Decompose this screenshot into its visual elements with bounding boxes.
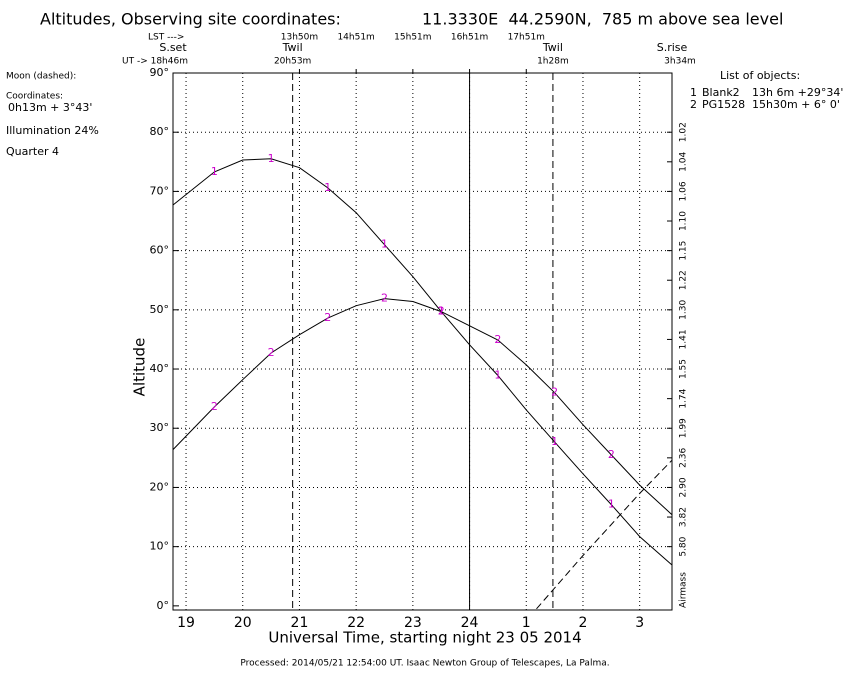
moon-info: 0h13m + 3°43' [8, 101, 92, 114]
lst-tick-label: 17h51m [508, 33, 545, 43]
y-tick-label: 0° [157, 599, 170, 612]
y-tick-label: 40° [150, 362, 170, 375]
object-coords: 13h 6m +29°34' [752, 86, 843, 99]
curve-label: 1 [324, 181, 331, 194]
y2-tick-label: 1.99 [679, 418, 689, 438]
object-name: Blank2 [702, 86, 740, 99]
lst-arrow: LST ---> [148, 33, 184, 43]
site: 11.3330E 44.2590N, 785 m above sea level [422, 10, 783, 29]
plot-frame [172, 72, 673, 611]
x-tick-label: 19 [177, 615, 195, 631]
event-time: 1h28m [537, 57, 569, 67]
lst-tick-label: 16h51m [451, 33, 488, 43]
sunrise-label: S.rise [657, 41, 688, 54]
event-label: Twil [542, 41, 563, 54]
y-axis-label: Altitude [131, 338, 149, 397]
curve-label: 2 [551, 386, 558, 399]
y-tick-label: 20° [150, 480, 170, 493]
lst-tick-label: 13h50m [281, 33, 318, 43]
y-tick-label: 90° [150, 66, 170, 79]
x-tick-label: 1 [522, 615, 531, 631]
x-tick-label: 23 [404, 615, 422, 631]
sunset-label: S.set [159, 41, 187, 54]
event-time: 20h53m [274, 57, 311, 67]
chart-title: Altitudes, Observing site coordinates: [40, 10, 341, 29]
objects-title: List of objects: [720, 69, 800, 82]
x-tick-label: 20 [234, 615, 252, 631]
y2-tick-label: 1.74 [679, 388, 689, 408]
lst-tick-label: 14h51m [337, 33, 374, 43]
curve-label: 1 [494, 369, 501, 382]
x-tick-label: 3 [635, 615, 644, 631]
curve-label: 2 [608, 448, 615, 461]
y2-tick-label: 1.55 [679, 359, 689, 379]
curve-label: 2 [438, 305, 445, 318]
altitude-curve [172, 298, 673, 516]
moon-curve [536, 459, 673, 610]
object-name: PG1528 [702, 98, 745, 111]
x-tick-label: 2 [579, 615, 588, 631]
y2-tick-label: 3.82 [679, 507, 689, 527]
lst-tick-label: 15h51m [394, 33, 431, 43]
curve-label: 2 [268, 346, 275, 359]
sunset-time: UT -> 18h46m [122, 57, 188, 67]
object-label: 2 [690, 98, 697, 111]
object-label: 1 [690, 86, 697, 99]
moon-info: Illumination 24% [6, 124, 99, 137]
curve-label: 1 [608, 498, 615, 511]
y-tick-label: 30° [150, 421, 170, 434]
x-tick-label: 22 [347, 615, 365, 631]
y2-axis-label: Airmass [679, 572, 689, 608]
object-coords: 15h30m + 6° 0' [752, 98, 840, 111]
y2-tick-label: 1.04 [679, 152, 689, 172]
curve-label: 2 [324, 311, 331, 324]
x-tick-label: 24 [461, 615, 479, 631]
y-tick-label: 80° [150, 125, 170, 138]
y-tick-label: 70° [150, 184, 170, 197]
footer: Processed: 2014/05/21 12:54:00 UT. Isaac… [240, 659, 609, 669]
y2-tick-label: 1.41 [679, 329, 689, 349]
curve-label: 2 [211, 400, 218, 413]
y2-tick-label: 1.15 [679, 241, 689, 261]
x-tick-label: 21 [291, 615, 309, 631]
curve-label: 2 [494, 333, 501, 346]
y2-tick-label: 2.36 [679, 448, 689, 468]
y2-tick-label: 5.80 [679, 536, 689, 556]
x-axis-label: Universal Time, starting night 23 05 201… [268, 629, 581, 647]
moon-info: Moon (dashed): [6, 72, 76, 82]
y2-tick-label: 1.06 [679, 181, 689, 201]
y-tick-label: 50° [150, 303, 170, 316]
curve-label: 1 [268, 152, 275, 165]
y2-tick-label: 1.10 [679, 211, 689, 231]
y2-tick-label: 1.22 [679, 270, 689, 290]
altitude-curve [172, 158, 673, 566]
y2-tick-label: 2.90 [679, 477, 689, 497]
y-tick-label: 60° [150, 244, 170, 257]
curve-label: 1 [211, 165, 218, 178]
moon-info: Coordinates: [6, 92, 63, 102]
moon-info: Quarter 4 [6, 145, 59, 158]
y2-tick-label: 1.02 [679, 122, 689, 142]
y2-tick-label: 1.30 [679, 300, 689, 320]
sunrise-time: 3h34m [664, 57, 696, 67]
curve-label: 2 [381, 292, 388, 305]
event-label: Twil [282, 41, 303, 54]
curve-label: 1 [381, 238, 388, 251]
y-tick-label: 10° [150, 540, 170, 553]
curve-label: 1 [551, 435, 558, 448]
